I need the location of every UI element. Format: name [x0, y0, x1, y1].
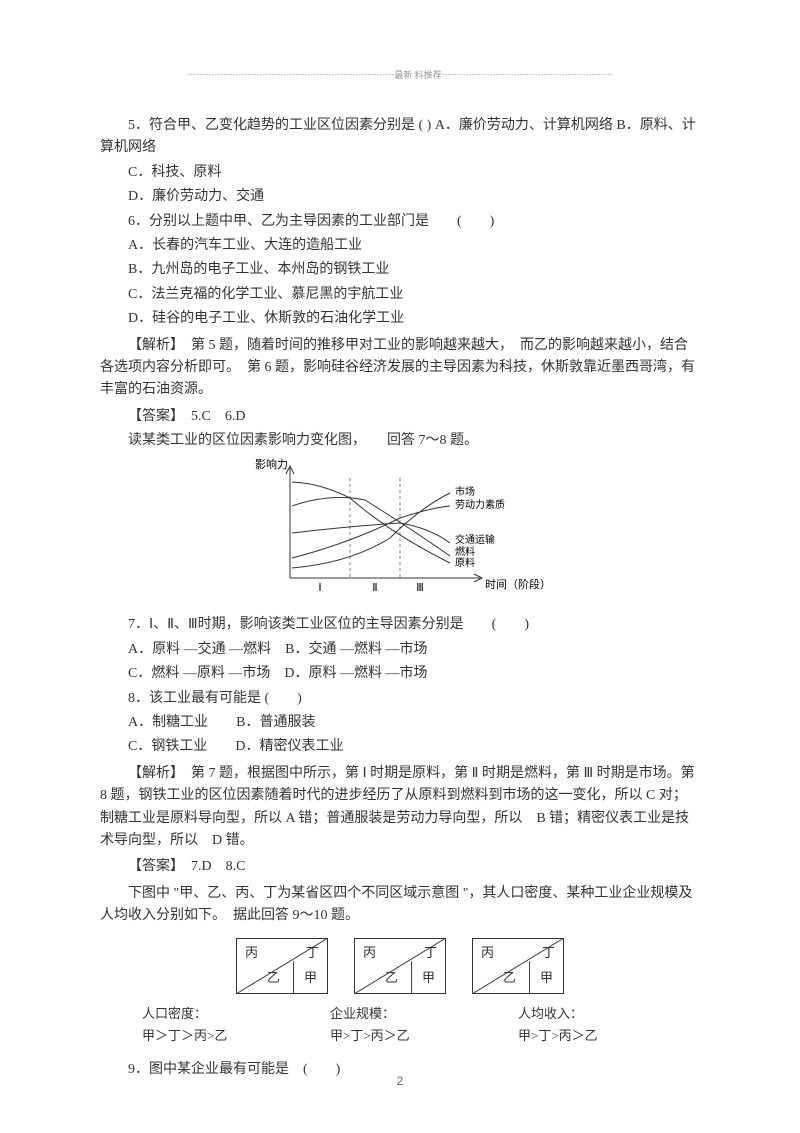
ylabel: 影响力 — [255, 458, 288, 471]
intro-9-10: 下图中 "甲、乙、丙、丁为某省区四个不同区域示意图 "，其人口密度、某种工业企业… — [100, 883, 700, 928]
answer-7-8: 【答案】 7.D 8.C — [100, 856, 700, 878]
lbl-br: 甲 — [304, 968, 317, 989]
data-row-titles: 人口密度： 企业规模： 人均收入： — [100, 1004, 700, 1025]
lbl-bl: 乙 — [267, 968, 280, 989]
series-market: 市场 — [455, 485, 475, 498]
explain-7-8: 【解析】 第 7 题，根据图中所示，第 Ⅰ 时期是原料，第 Ⅱ 时期是燃料，第 … — [100, 763, 700, 853]
region-box-2: 丙 丁 乙 甲 — [354, 938, 446, 994]
explain-5-6: 【解析】 第 5 题，随着时间的推移甲对工业的影响越来越大， 而乙的影响越来越小… — [100, 335, 700, 402]
col1-title: 人口密度： — [142, 1004, 282, 1025]
data-row-values: 甲＞丁＞丙>乙 甲>丁>丙＞乙 甲>丁>丙＞乙 — [100, 1026, 700, 1047]
q7-opt-cd: C．燃料 —原料 —市场 D．原料 —燃料 —市场 — [100, 663, 700, 685]
region-diagrams: 丙 丁 乙 甲 丙 丁 乙 甲 丙 丁 乙 甲 — [100, 938, 700, 994]
q6-opt-b: B．九州岛的电子工业、本州岛的钢铁工业 — [100, 259, 700, 281]
series-labor: 劳动力素质 — [455, 498, 505, 511]
col3-title: 人均收入： — [518, 1004, 658, 1025]
q5-opt-c: C．科技、原料 — [100, 162, 700, 184]
xlabel: 时间（阶段） — [485, 577, 550, 591]
lbl-bl: 乙 — [385, 968, 398, 989]
lbl-tl: 丙 — [363, 943, 376, 964]
lbl-bl: 乙 — [503, 968, 516, 989]
lbl-tr: 丁 — [424, 943, 437, 964]
lbl-tr: 丁 — [542, 943, 555, 964]
series-raw: 原料 — [455, 556, 475, 569]
header-dots: ⋯⋯⋯⋯⋯⋯⋯⋯⋯⋯⋯⋯⋯⋯⋯⋯⋯⋯⋯⋯⋯⋯⋯最新 料推荐⋯⋯⋯⋯⋯⋯⋯⋯⋯⋯⋯… — [140, 68, 660, 82]
lbl-br: 甲 — [422, 968, 435, 989]
influence-chart: 影响力 时间（阶段） Ⅰ Ⅱ Ⅲ 市场 劳动力素质 交通运输 燃料 原料 — [250, 458, 550, 608]
q8-opt-ab: A．制糖工业 B．普通服装 — [100, 712, 700, 734]
q6-opt-a: A．长春的汽车工业、大连的造船工业 — [100, 235, 700, 257]
q6-stem: 6．分别以上题中甲、乙为主导因素的工业部门是 ( ) — [100, 211, 700, 233]
region-box-3: 丙 丁 乙 甲 — [472, 938, 564, 994]
lbl-tl: 丙 — [481, 943, 494, 964]
lbl-tr: 丁 — [306, 943, 319, 964]
series-transport: 交通运输 — [455, 533, 495, 546]
q7-stem: 7．Ⅰ、Ⅱ、Ⅲ时期，影响该类工业区位的主导因素分别是 ( ) — [100, 614, 700, 636]
lbl-tl: 丙 — [245, 943, 258, 964]
xtick-1: Ⅰ — [318, 582, 321, 594]
main-content: 5．符合甲、乙变化趋势的工业区位因素分别是 ( ) A．廉价劳动力、计算机网络 … — [100, 115, 700, 1084]
col2-title: 企业规模： — [330, 1004, 470, 1025]
xtick-2: Ⅱ — [372, 582, 377, 594]
q8-stem: 8．该工业最有可能是 ( ) — [100, 688, 700, 710]
answer-5-6: 【答案】 5.C 6.D — [100, 406, 700, 428]
series-fuel: 燃料 — [455, 545, 475, 558]
q6-opt-c: C．法兰克福的化学工业、慕尼黑的宇航工业 — [100, 284, 700, 306]
xtick-3: Ⅲ — [416, 582, 424, 594]
col1-val: 甲＞丁＞丙>乙 — [142, 1026, 282, 1047]
q6-opt-d: D．硅谷的电子工业、休斯敦的石油化学工业 — [100, 308, 700, 330]
col2-val: 甲>丁>丙＞乙 — [330, 1026, 470, 1047]
intro-7-8: 读某类工业的区位因素影响力变化图， 回答 7～8 题。 — [100, 430, 700, 452]
lbl-br: 甲 — [540, 968, 553, 989]
col3-val: 甲>丁>丙＞乙 — [518, 1026, 658, 1047]
page-number: 2 — [0, 1072, 800, 1091]
region-box-1: 丙 丁 乙 甲 — [236, 938, 328, 994]
q5-opt-d: D．廉价劳动力、交通 — [100, 186, 700, 208]
q5-stem: 5．符合甲、乙变化趋势的工业区位因素分别是 ( ) A．廉价劳动力、计算机网络 … — [100, 115, 700, 160]
q7-opt-ab: A．原料 —交通 —燃料 B．交通 —燃料 —市场 — [100, 639, 700, 661]
q8-opt-cd: C．钢铁工业 D．精密仪表工业 — [100, 736, 700, 758]
